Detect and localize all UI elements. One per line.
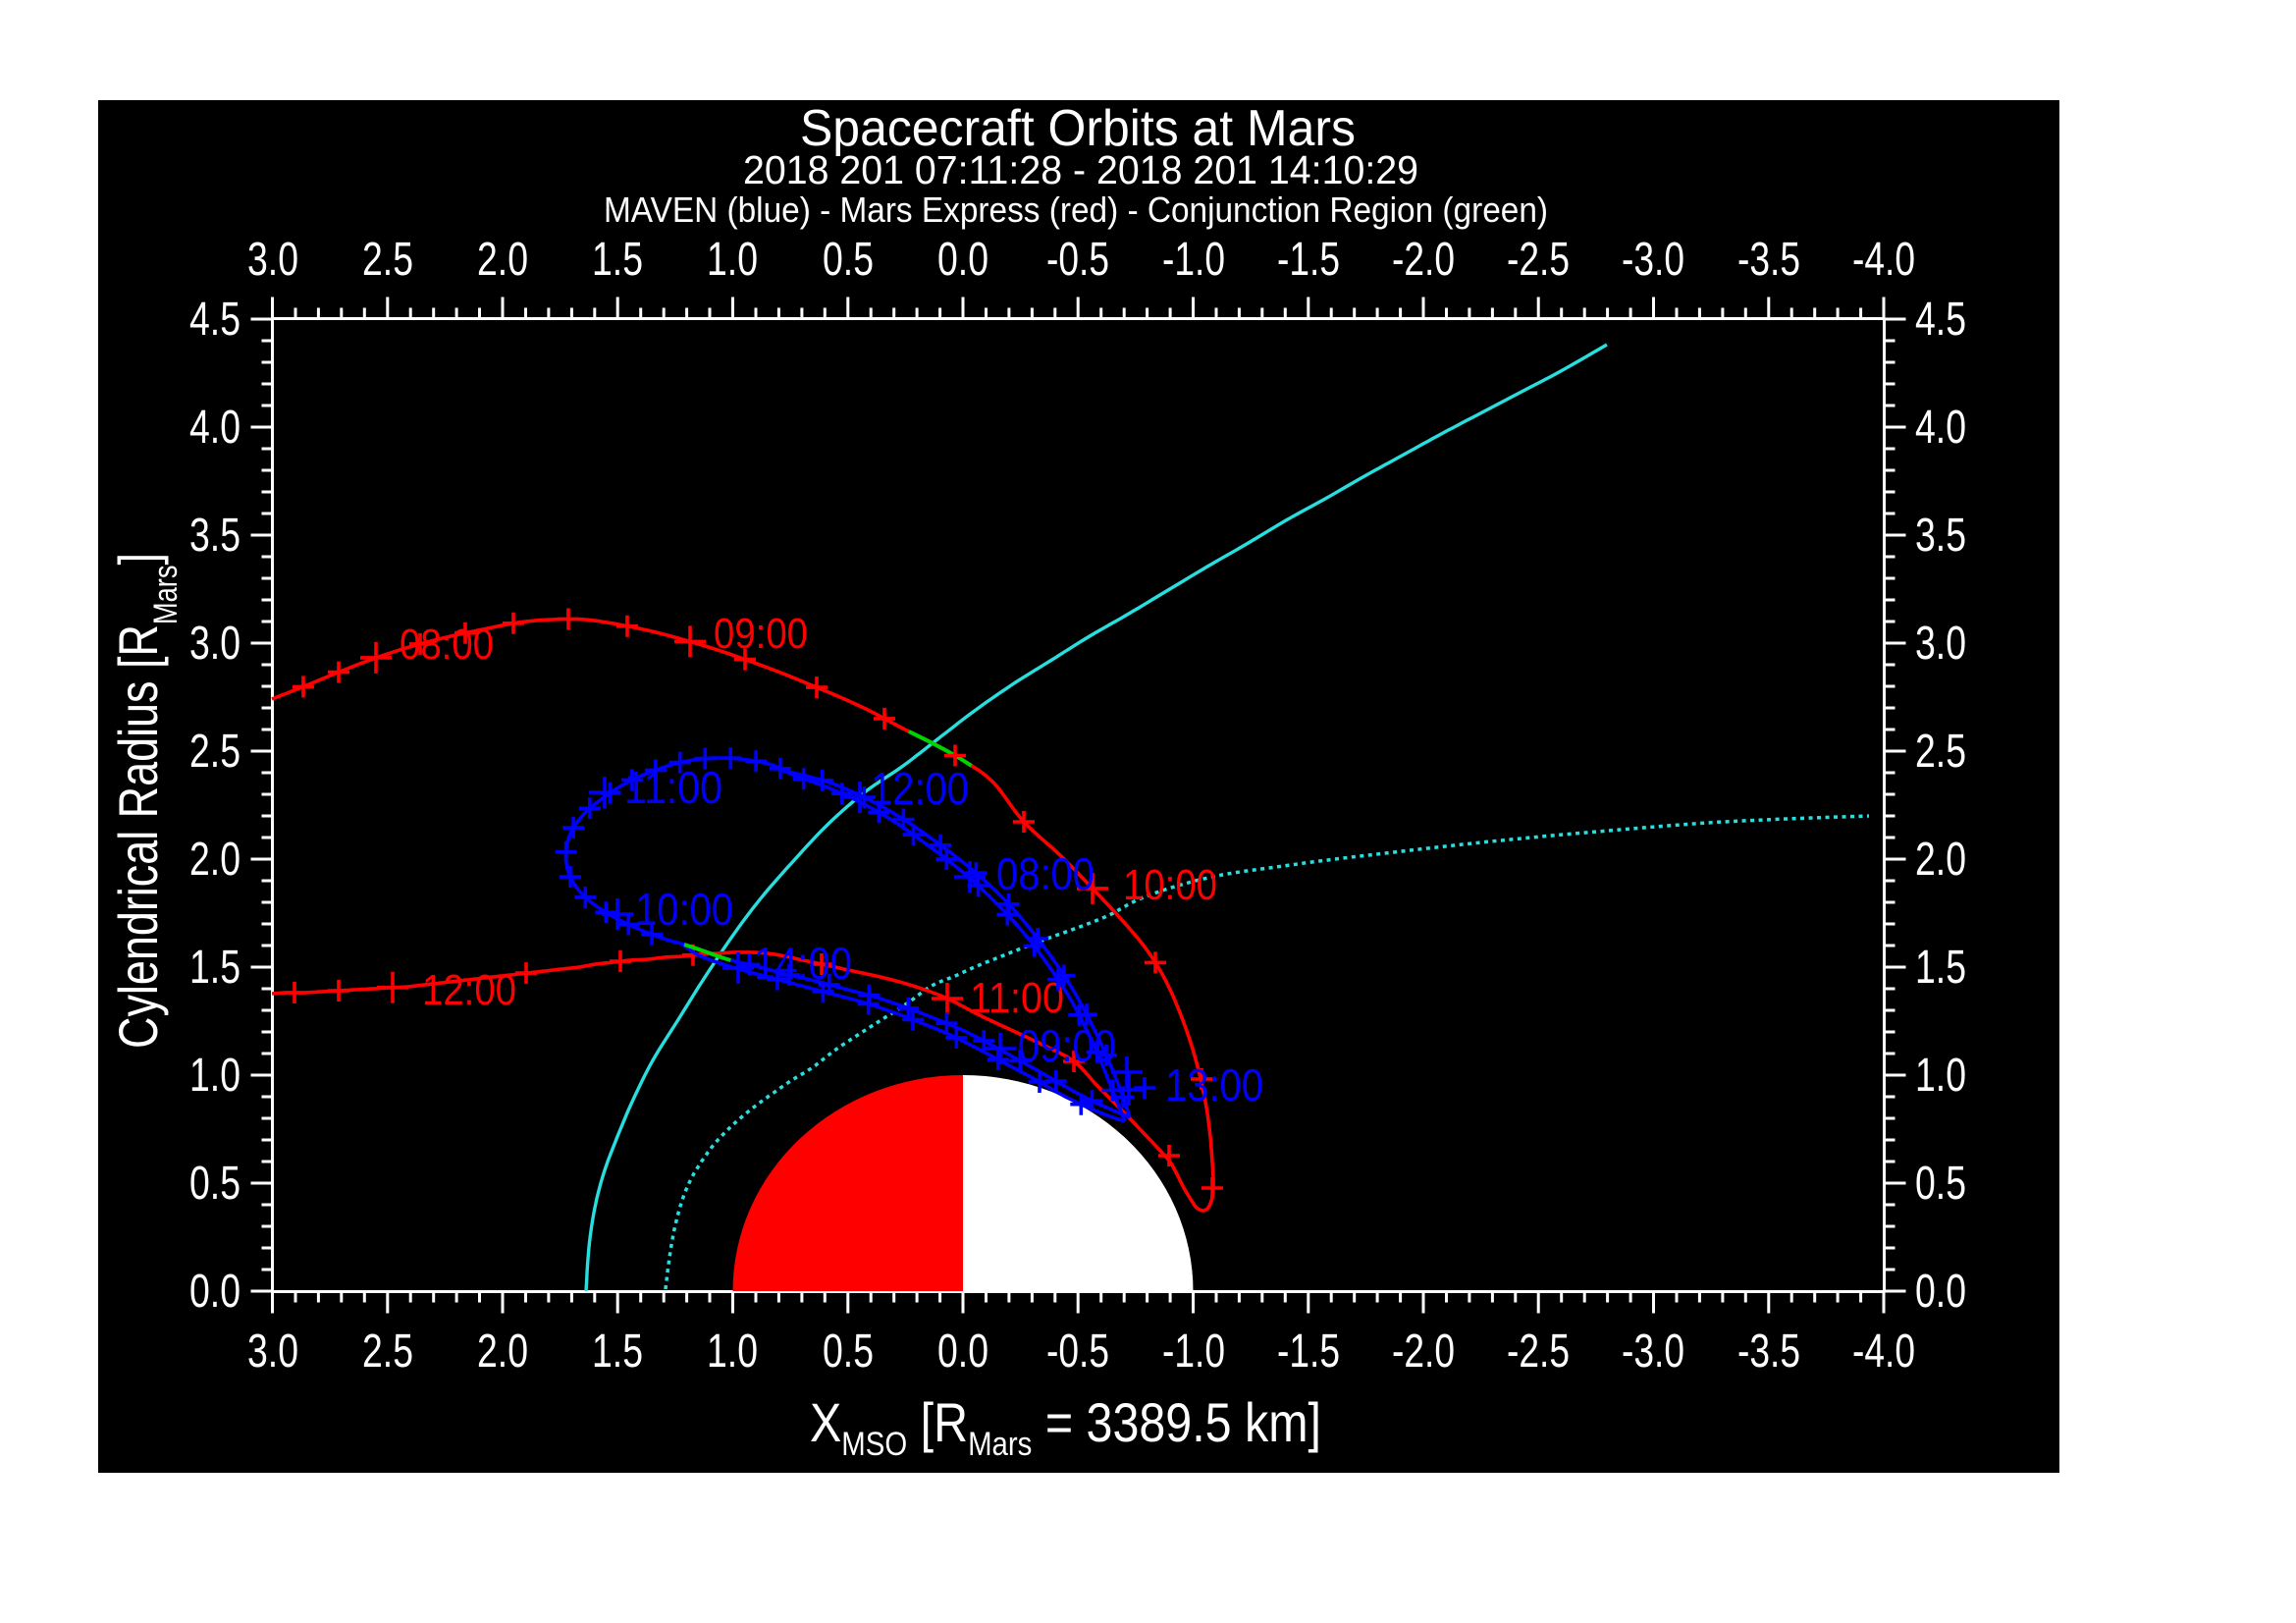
- svg-text:2.0: 2.0: [477, 1325, 528, 1378]
- svg-text:-2.0: -2.0: [1392, 1325, 1455, 1378]
- svg-text:2.0: 2.0: [477, 234, 528, 286]
- svg-text:2.5: 2.5: [189, 726, 240, 778]
- svg-text:1.5: 1.5: [1915, 942, 1966, 994]
- svg-text:0.5: 0.5: [1915, 1158, 1966, 1210]
- svg-text:08:00: 08:00: [996, 848, 1095, 899]
- svg-text:4.0: 4.0: [1915, 402, 1966, 454]
- svg-text:-3.5: -3.5: [1737, 234, 1800, 286]
- svg-text:1.0: 1.0: [707, 234, 758, 286]
- svg-text:2.5: 2.5: [1915, 726, 1966, 778]
- svg-text:-1.5: -1.5: [1277, 234, 1340, 286]
- svg-text:0.0: 0.0: [1915, 1266, 1966, 1318]
- svg-text:4.0: 4.0: [189, 402, 240, 454]
- svg-text:-4.0: -4.0: [1852, 234, 1915, 286]
- svg-text:0.0: 0.0: [189, 1266, 240, 1318]
- svg-text:2.0: 2.0: [1915, 834, 1966, 886]
- svg-text:3.0: 3.0: [1915, 618, 1966, 670]
- svg-text:0.5: 0.5: [189, 1158, 240, 1210]
- svg-text:-0.5: -0.5: [1046, 234, 1109, 286]
- svg-text:MAVEN (blue) - Mars Express (r: MAVEN (blue) - Mars Express (red) - Conj…: [604, 189, 1548, 230]
- svg-text:-0.5: -0.5: [1046, 1325, 1109, 1378]
- svg-text:3.0: 3.0: [189, 618, 240, 670]
- svg-text:1.5: 1.5: [592, 234, 643, 286]
- svg-text:-3.0: -3.0: [1622, 234, 1684, 286]
- svg-text:0.5: 0.5: [823, 1325, 874, 1378]
- svg-text:08:00: 08:00: [400, 621, 494, 669]
- svg-text:-2.0: -2.0: [1392, 234, 1455, 286]
- svg-text:3.5: 3.5: [189, 510, 240, 562]
- svg-text:1.0: 1.0: [707, 1325, 758, 1378]
- svg-text:13:00: 13:00: [1165, 1059, 1263, 1110]
- svg-text:1.0: 1.0: [189, 1050, 240, 1102]
- svg-text:2018 201 07:11:28 - 2018 201 1: 2018 201 07:11:28 - 2018 201 14:10:29: [743, 147, 1418, 192]
- svg-text:Spacecraft Orbits at Mars: Spacecraft Orbits at Mars: [800, 100, 1356, 157]
- svg-text:11:00: 11:00: [624, 762, 722, 813]
- svg-text:12:00: 12:00: [422, 966, 516, 1014]
- svg-text:-2.5: -2.5: [1507, 234, 1570, 286]
- svg-text:10:00: 10:00: [635, 884, 733, 935]
- svg-text:-1.0: -1.0: [1162, 1325, 1225, 1378]
- svg-text:1.5: 1.5: [592, 1325, 643, 1378]
- svg-text:3.0: 3.0: [247, 234, 298, 286]
- svg-text:-1.5: -1.5: [1277, 1325, 1340, 1378]
- svg-text:14:00: 14:00: [754, 938, 852, 989]
- svg-text:-4.0: -4.0: [1852, 1325, 1915, 1378]
- svg-text:4.5: 4.5: [1915, 294, 1966, 346]
- svg-text:-1.0: -1.0: [1162, 234, 1225, 286]
- svg-text:1.5: 1.5: [189, 942, 240, 994]
- svg-text:3.5: 3.5: [1915, 510, 1966, 562]
- svg-text:0.5: 0.5: [823, 234, 874, 286]
- svg-text:4.5: 4.5: [189, 294, 240, 346]
- svg-text:0.0: 0.0: [937, 234, 988, 286]
- svg-text:3.0: 3.0: [247, 1325, 298, 1378]
- svg-text:10:00: 10:00: [1123, 861, 1217, 909]
- svg-text:1.0: 1.0: [1915, 1050, 1966, 1102]
- svg-text:XMSO [RMars = 3389.5 km]: XMSO [RMars = 3389.5 km]: [810, 1391, 1321, 1463]
- svg-text:09:00: 09:00: [714, 610, 808, 658]
- svg-text:-3.5: -3.5: [1737, 1325, 1800, 1378]
- svg-text:2.5: 2.5: [362, 234, 413, 286]
- svg-text:12:00: 12:00: [871, 763, 969, 814]
- svg-text:2.5: 2.5: [362, 1325, 413, 1378]
- svg-text:09:00: 09:00: [1018, 1020, 1116, 1071]
- svg-text:-2.5: -2.5: [1507, 1325, 1570, 1378]
- svg-text:2.0: 2.0: [189, 834, 240, 886]
- svg-text:0.0: 0.0: [937, 1325, 988, 1378]
- svg-text:-3.0: -3.0: [1622, 1325, 1684, 1378]
- svg-text:11:00: 11:00: [970, 974, 1064, 1022]
